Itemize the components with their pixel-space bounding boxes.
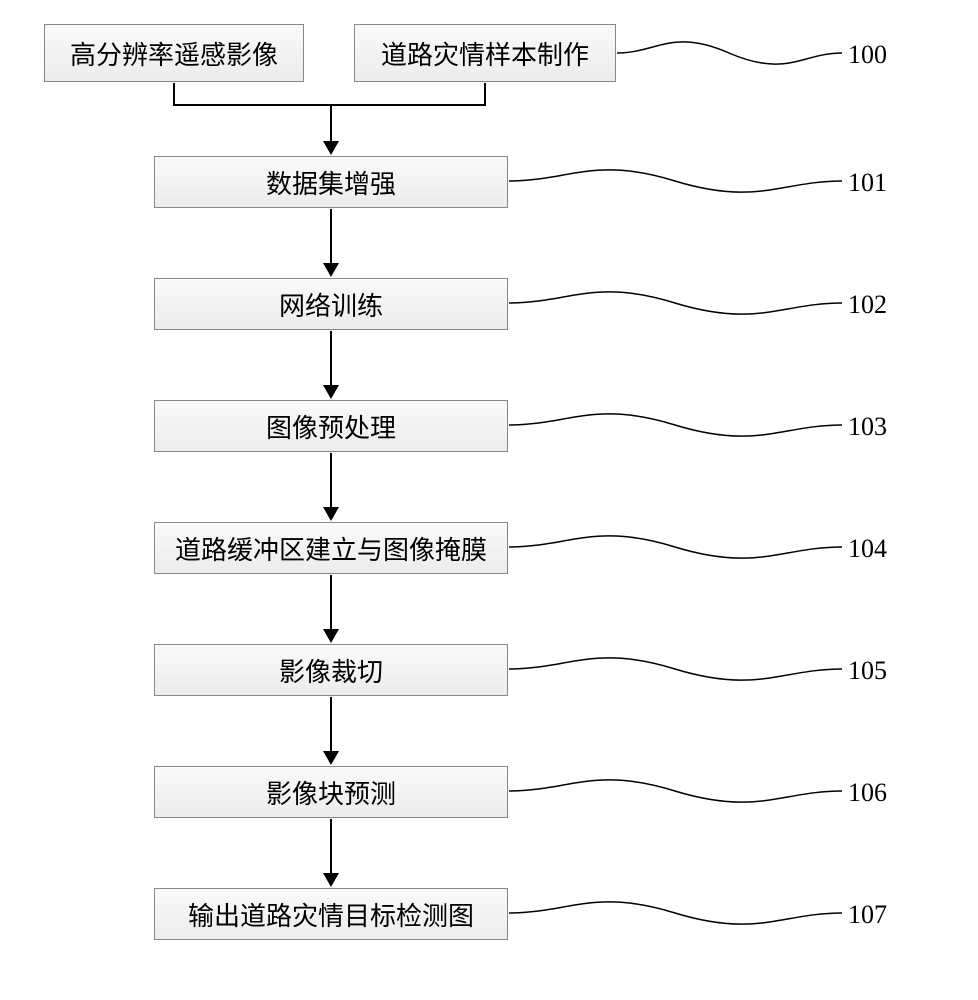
wave-connector-icon: [509, 151, 842, 211]
node-label: 网络训练: [279, 286, 383, 323]
node-label: 影像裁切: [279, 652, 383, 689]
step-number-label: 103: [848, 412, 887, 442]
wave-connector-icon: [509, 517, 842, 577]
node-buffer-mask: 道路缓冲区建立与图像掩膜: [154, 522, 508, 574]
edge-line: [330, 697, 332, 751]
edge-line: [330, 209, 332, 263]
arrow-head-icon: [323, 507, 339, 521]
node-crop: 影像裁切: [154, 644, 508, 696]
step-number-label: 100: [848, 40, 887, 70]
step-number-label: 107: [848, 900, 887, 930]
edge-line: [330, 105, 332, 141]
edge-line: [173, 83, 175, 105]
node-label: 数据集增强: [266, 164, 396, 201]
arrow-head-icon: [323, 629, 339, 643]
edge-line: [484, 83, 486, 105]
node-label: 输出道路灾情目标检测图: [188, 896, 474, 933]
step-number-label: 101: [848, 168, 887, 198]
wave-connector-icon: [509, 761, 842, 821]
node-label: 道路缓冲区建立与图像掩膜: [175, 530, 487, 567]
edge-line: [330, 453, 332, 507]
node-label: 道路灾情样本制作: [381, 35, 589, 72]
edge-line: [330, 575, 332, 629]
node-data-augment: 数据集增强: [154, 156, 508, 208]
arrow-head-icon: [323, 263, 339, 277]
arrow-head-icon: [323, 141, 339, 155]
node-network-train: 网络训练: [154, 278, 508, 330]
arrow-head-icon: [323, 873, 339, 887]
step-number-label: 106: [848, 778, 887, 808]
node-label: 高分辨率遥感影像: [70, 35, 278, 72]
flowchart-diagram: 高分辨率遥感影像 道路灾情样本制作 数据集增强 网络训练 图像预处理 道路缓冲区…: [0, 0, 978, 1000]
step-number-label: 102: [848, 290, 887, 320]
node-input-image: 高分辨率遥感影像: [44, 24, 304, 82]
node-label: 影像块预测: [266, 774, 396, 811]
wave-connector-icon: [509, 883, 842, 943]
wave-connector-icon: [617, 23, 842, 83]
edge-line: [330, 331, 332, 385]
edge-line: [330, 819, 332, 873]
node-predict: 影像块预测: [154, 766, 508, 818]
wave-connector-icon: [509, 639, 842, 699]
node-label: 图像预处理: [266, 408, 396, 445]
step-number-label: 104: [848, 534, 887, 564]
wave-connector-icon: [509, 273, 842, 333]
arrow-head-icon: [323, 385, 339, 399]
wave-connector-icon: [509, 395, 842, 455]
node-output: 输出道路灾情目标检测图: [154, 888, 508, 940]
arrow-head-icon: [323, 751, 339, 765]
node-input-sample: 道路灾情样本制作: [354, 24, 616, 82]
node-preprocess: 图像预处理: [154, 400, 508, 452]
step-number-label: 105: [848, 656, 887, 686]
